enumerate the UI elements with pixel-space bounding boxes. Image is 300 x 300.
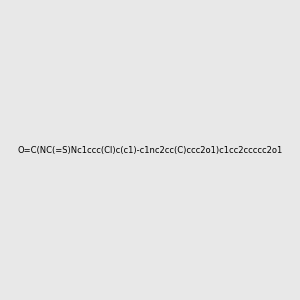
Text: O=C(NC(=S)Nc1ccc(Cl)c(c1)-c1nc2cc(C)ccc2o1)c1cc2ccccc2o1: O=C(NC(=S)Nc1ccc(Cl)c(c1)-c1nc2cc(C)ccc2… — [17, 146, 283, 154]
